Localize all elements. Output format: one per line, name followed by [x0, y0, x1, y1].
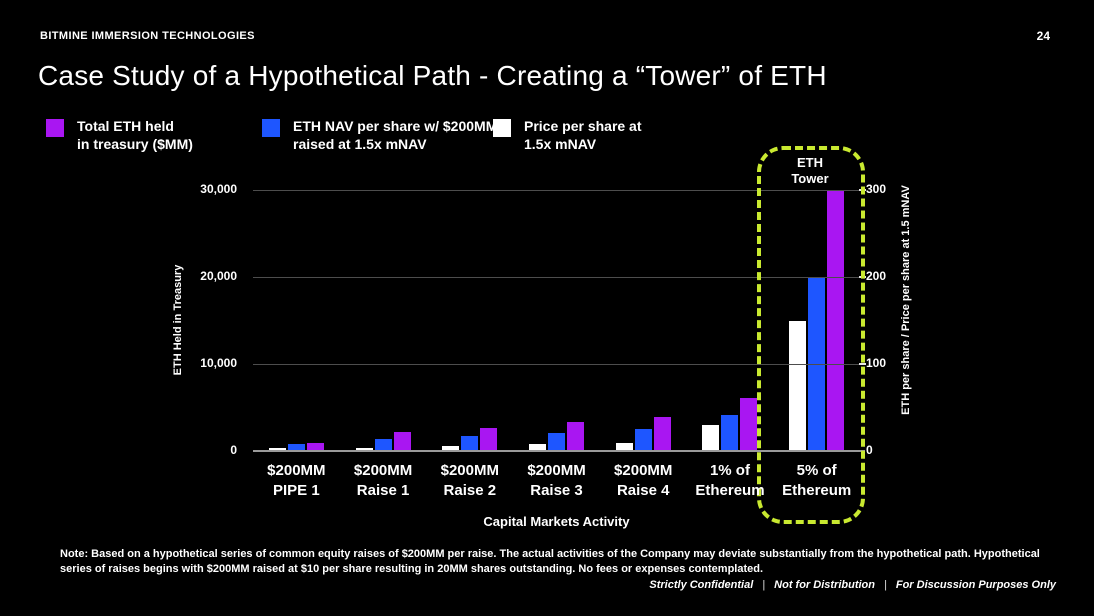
- x-category-label: $200MM Raise 1: [353, 462, 413, 499]
- footnote: Note: Based on a hypothetical series of …: [60, 547, 1060, 577]
- bar: [442, 445, 460, 451]
- legend-item-price: Price per share at 1.5x mNAV: [493, 117, 642, 153]
- left-axis-tick-label: 0: [230, 443, 237, 457]
- legend-swatch-blue: [262, 119, 280, 137]
- bar: [827, 190, 845, 451]
- bar: [374, 438, 392, 451]
- right-axis-tick-label: 300: [866, 182, 887, 196]
- footer-item: For Discussion Purposes Only: [895, 579, 1056, 591]
- x-category-label: $200MM Raise 4: [614, 462, 673, 499]
- bar: [789, 320, 807, 451]
- bar-group: [426, 190, 513, 451]
- bar: [615, 443, 633, 451]
- x-axis-title: Capital Markets Activity: [483, 514, 630, 529]
- confidentiality-footer: Strictly Confidential | Not for Distributi…: [649, 579, 1056, 591]
- bar: [653, 417, 671, 451]
- legend-label-line: in treasury ($MM): [77, 136, 193, 152]
- bar: [287, 444, 305, 451]
- bar-groups: [253, 190, 860, 451]
- bar-group: [600, 190, 687, 451]
- bar: [721, 415, 739, 451]
- bar: [567, 422, 585, 451]
- footer-item: Strictly Confidential: [649, 579, 754, 591]
- legend-label: ETH NAV per share w/ $200MM raised at 1.…: [293, 117, 497, 153]
- right-axis-tick-label: 200: [866, 269, 887, 283]
- x-category-labels: $200MM PIPE 1 $200MM Raise 1 $200MM Raise 2 $2…: [253, 461, 860, 501]
- right-axis-title: ETH per share / Price per share at 1.5 m…: [900, 185, 912, 415]
- bar-group: [687, 190, 774, 451]
- bar: [355, 447, 373, 451]
- page-number: 24: [1036, 29, 1050, 43]
- legend-label-line: Total ETH held: [77, 118, 174, 134]
- bar: [480, 428, 498, 451]
- legend-label: Total ETH held in treasury ($MM): [77, 117, 193, 153]
- bar: [548, 432, 566, 451]
- legend-label-line: 1.5x mNAV: [524, 136, 597, 152]
- legend-label: Price per share at 1.5x mNAV: [524, 117, 642, 153]
- x-category-label: 1% of Ethereum: [695, 462, 765, 499]
- plot-area: [253, 189, 866, 451]
- bar: [529, 444, 547, 451]
- footer-item: Not for Distribution: [774, 579, 875, 591]
- eth-tower-label-line: ETH: [797, 155, 823, 170]
- bar: [393, 431, 411, 451]
- left-axis-tick-label: 10,000: [200, 356, 237, 370]
- eth-tower-label: ETH Tower: [757, 155, 863, 187]
- bar-group: [340, 190, 427, 451]
- right-axis-tick-label: 100: [866, 356, 887, 370]
- bar: [740, 397, 758, 451]
- left-axis-tick-label: 30,000: [200, 182, 237, 196]
- x-category-label: $200MM Raise 2: [440, 462, 499, 499]
- eth-tower-label-line: Tower: [791, 171, 829, 186]
- left-axis-tick-label: 20,000: [200, 269, 237, 283]
- slide-title: Case Study of a Hypothetical Path - Crea…: [38, 60, 827, 91]
- legend-swatch-purple: [46, 119, 64, 137]
- bar: [461, 436, 479, 451]
- eth-tower-highlight-box: [757, 146, 865, 524]
- bar: [634, 429, 652, 451]
- footnote-line: series of raises begins with $200MM rais…: [60, 563, 764, 575]
- legend-label-line: raised at 1.5x mNAV: [293, 136, 427, 152]
- legend-label-line: Price per share at: [524, 118, 642, 134]
- x-category-label: $200MM PIPE 1: [267, 462, 326, 499]
- legend-item-eth-nav: ETH NAV per share w/ $200MM raised at 1.…: [262, 117, 497, 153]
- x-axis-line: [253, 450, 865, 452]
- bar: [702, 424, 720, 451]
- legend-item-total-eth: Total ETH held in treasury ($MM): [46, 117, 193, 153]
- bar: [306, 443, 324, 451]
- company-name: BITMINE IMMERSION TECHNOLOGIES: [40, 30, 255, 42]
- footer-separator: |: [762, 579, 766, 591]
- x-category-label: 5% of Ethereum: [782, 462, 852, 499]
- footnote-line: Note: Based on a hypothetical series of …: [60, 548, 1040, 560]
- bar-group: [513, 190, 600, 451]
- bar-group: [253, 190, 340, 451]
- legend-swatch-white: [493, 119, 511, 137]
- right-axis-tick-label: 0: [866, 443, 873, 457]
- bar-group: [773, 190, 860, 451]
- bar: [268, 448, 286, 451]
- legend-label-line: ETH NAV per share w/ $200MM: [293, 118, 498, 134]
- x-category-label: $200MM Raise 3: [527, 462, 586, 499]
- footer-separator: |: [883, 579, 887, 591]
